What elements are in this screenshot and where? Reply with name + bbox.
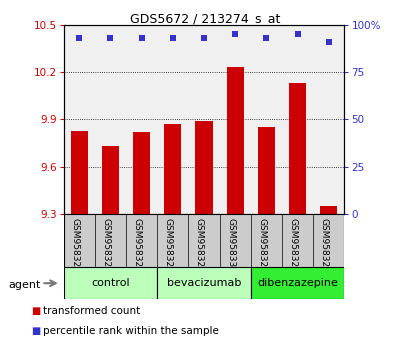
Text: GSM958326: GSM958326 [288, 218, 297, 273]
Bar [195, 121, 212, 214]
Text: GDS5672 / 213274_s_at: GDS5672 / 213274_s_at [130, 12, 279, 25]
Bar [70, 131, 88, 214]
Text: percentile rank within the sample: percentile rank within the sample [43, 326, 218, 336]
Point [325, 39, 331, 45]
Text: control: control [91, 278, 129, 288]
Point [138, 35, 144, 41]
Text: ■: ■ [31, 326, 40, 336]
Text: GSM958328: GSM958328 [163, 218, 172, 273]
Text: dibenzazepine: dibenzazepine [256, 278, 337, 288]
Bar [63, 267, 157, 299]
Bar [250, 267, 344, 299]
Bar [226, 67, 243, 214]
Point [169, 35, 175, 41]
Text: GSM958325: GSM958325 [257, 218, 266, 273]
Text: GSM958324: GSM958324 [132, 218, 141, 273]
Text: GSM958330: GSM958330 [226, 218, 235, 273]
Point [76, 35, 82, 41]
Point [231, 32, 238, 37]
Text: GSM958329: GSM958329 [195, 218, 204, 273]
Point [294, 32, 300, 37]
Text: agent: agent [8, 280, 40, 290]
Point [263, 35, 269, 41]
Bar [133, 132, 150, 214]
Text: GSM958327: GSM958327 [319, 218, 328, 273]
Point [200, 35, 207, 41]
Bar [101, 146, 119, 214]
Bar [257, 127, 274, 214]
Bar [157, 267, 250, 299]
Bar [288, 83, 306, 214]
Point [107, 35, 113, 41]
Text: transformed count: transformed count [43, 306, 140, 316]
Text: GSM958322: GSM958322 [70, 218, 79, 273]
Bar [319, 206, 337, 214]
Text: ■: ■ [31, 306, 40, 316]
Text: GSM958323: GSM958323 [101, 218, 110, 273]
Bar [164, 124, 181, 214]
Text: bevacizumab: bevacizumab [166, 278, 240, 288]
